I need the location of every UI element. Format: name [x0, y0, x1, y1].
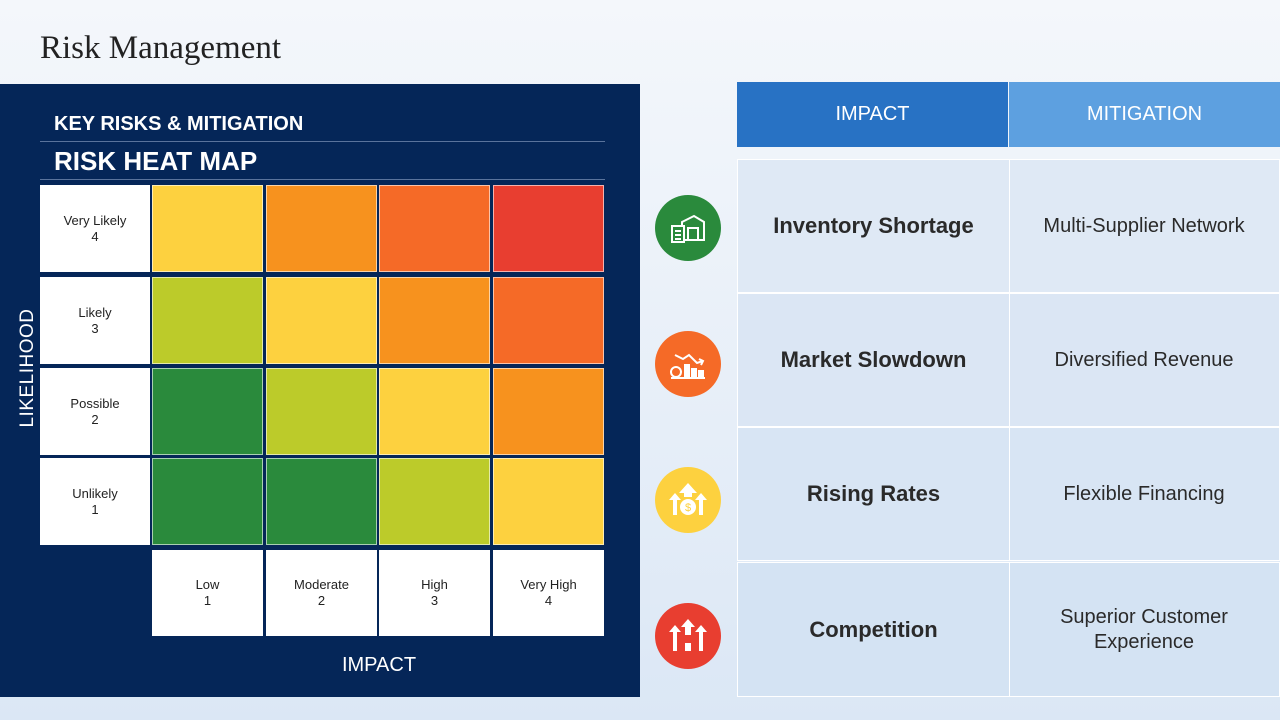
likelihood-name: Possible [70, 395, 120, 411]
inventory-icon [671, 214, 705, 243]
impact-label-moderate: Moderate 2 [266, 550, 377, 636]
table-row: Market Slowdown Diversified Revenue [737, 293, 1280, 427]
impact-cell: Rising Rates [738, 428, 1010, 560]
heat-cell [379, 277, 490, 364]
mitigation-cell: Flexible Financing [1063, 482, 1225, 505]
heat-cell [152, 458, 263, 545]
impact-name: Moderate [294, 577, 349, 592]
impact-name: Very High [520, 577, 577, 592]
icon-badge-1 [655, 195, 721, 261]
heat-cell [152, 185, 263, 272]
heat-cell [379, 458, 490, 545]
table-row: Competition Superior Customer Experience [737, 562, 1280, 697]
heat-cell [266, 277, 377, 364]
y-axis-label: LIKELIHOOD [17, 308, 38, 428]
impact-label-high: High 3 [379, 550, 490, 636]
impact-name: Low [195, 577, 220, 592]
heat-cell [266, 185, 377, 272]
declining-market-icon [670, 353, 705, 379]
heat-cell [379, 185, 490, 272]
icon-badge-2 [655, 331, 721, 397]
icon-badge-3: $ [655, 467, 721, 533]
heat-cell [266, 368, 377, 455]
icon-badge-4 [655, 603, 721, 669]
panel-subtitle: KEY RISKS & MITIGATION [54, 113, 304, 135]
impact-label-very-high: Very High 4 [493, 550, 604, 636]
heat-cell [493, 368, 604, 455]
impact-value: 1 [203, 593, 212, 608]
mitigation-cell: Multi-Supplier Network [1043, 214, 1245, 237]
impact-name: High [421, 577, 448, 592]
likelihood-name: Very Likely [63, 212, 127, 228]
divider [40, 141, 605, 142]
heat-cell [493, 458, 604, 545]
likelihood-value: 3 [91, 320, 99, 336]
heat-cell [379, 368, 490, 455]
heat-cell [493, 185, 604, 272]
heat-map-panel: KEY RISKS & MITIGATION RISK HEAT MAP Ver… [0, 84, 640, 697]
impact-value: 2 [317, 593, 326, 608]
mitigation-cell: Diversified Revenue [1054, 348, 1234, 371]
impact-cell: Inventory Shortage [738, 160, 1010, 292]
heat-cell [152, 277, 263, 364]
heat-cell [493, 277, 604, 364]
svg-text:$: $ [685, 502, 691, 514]
likelihood-value: 4 [91, 228, 99, 244]
x-axis-label: IMPACT [341, 654, 417, 676]
table-row: Rising Rates Flexible Financing [737, 427, 1280, 561]
likelihood-label-unlikely: Unlikely 1 [40, 458, 150, 545]
table-header-mitigation: MITIGATION [1009, 82, 1280, 147]
likelihood-label-likely: Likely 3 [40, 277, 150, 364]
heat-map-title: RISK HEAT MAP [54, 146, 258, 176]
likelihood-value: 1 [91, 501, 99, 517]
page-title: Risk Management [40, 30, 282, 66]
impact-value: 3 [430, 593, 439, 608]
mitigation-cell: Superior Customer Experience [1060, 605, 1228, 653]
table-row: Inventory Shortage Multi-Supplier Networ… [737, 159, 1280, 293]
heat-cell [152, 368, 263, 455]
impact-label-low: Low 1 [152, 550, 263, 636]
table-header-impact: IMPACT [737, 82, 1008, 147]
likelihood-name: Unlikely [72, 485, 118, 501]
impact-cell: Competition [738, 563, 1010, 696]
heat-cell [266, 458, 377, 545]
likelihood-name: Likely [78, 304, 112, 320]
competition-icon [669, 619, 707, 651]
likelihood-value: 2 [91, 411, 99, 427]
likelihood-label-very-likely: Very Likely 4 [40, 185, 150, 272]
divider [40, 179, 605, 180]
impact-cell: Market Slowdown [738, 294, 1010, 426]
likelihood-label-possible: Possible 2 [40, 368, 150, 455]
rising-rates-icon: $ [669, 483, 707, 515]
impact-value: 4 [544, 593, 553, 608]
